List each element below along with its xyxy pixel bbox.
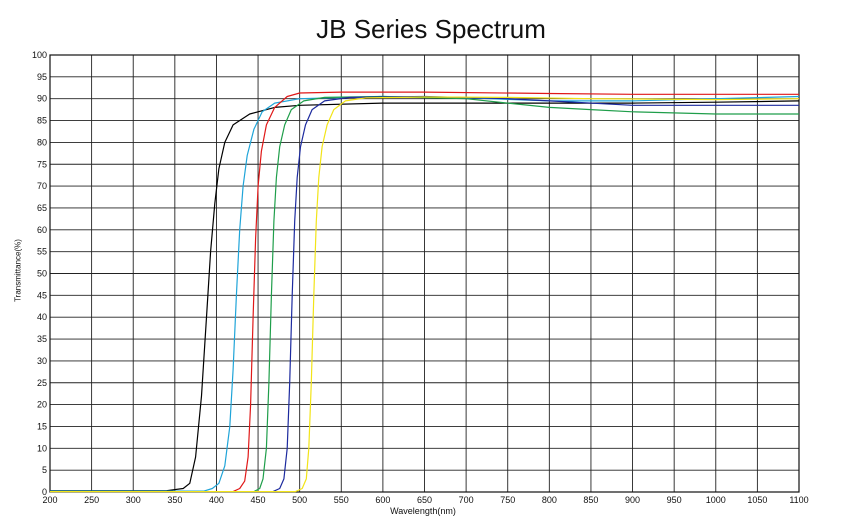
y-tick-label-8: 40	[37, 312, 47, 322]
x-tick-label-1: 250	[84, 495, 99, 505]
series-line-4	[50, 95, 799, 493]
chart-title: JB Series Spectrum	[316, 14, 546, 44]
y-tick-label-18: 90	[37, 94, 47, 104]
y-tick-label-15: 75	[37, 159, 47, 169]
y-tick-label-19: 95	[37, 72, 47, 82]
x-tick-label-0: 200	[42, 495, 57, 505]
y-tick-label-5: 25	[37, 378, 47, 388]
x-tick-label-5: 450	[251, 495, 266, 505]
y-tick-label-11: 55	[37, 247, 47, 257]
y-tick-label-6: 30	[37, 356, 47, 366]
series-line-0	[50, 100, 800, 492]
y-tick-label-7: 35	[37, 334, 47, 344]
y-tick-label-3: 15	[37, 421, 47, 431]
x-tick-label-8: 600	[375, 495, 390, 505]
x-tick-label-4: 400	[209, 495, 224, 505]
y-tick-label-10: 50	[37, 269, 47, 279]
y-tick-label-9: 45	[37, 290, 47, 300]
x-tick-label-6: 500	[292, 495, 307, 505]
x-tick-label-11: 750	[500, 495, 515, 505]
x-tick-label-13: 850	[583, 495, 598, 505]
plot-frame	[49, 54, 800, 493]
x-tick-label-7: 550	[334, 495, 349, 505]
x-tick-label-3: 350	[167, 495, 182, 505]
y-tick-label-13: 65	[37, 203, 47, 213]
y-tick-label-4: 20	[37, 400, 47, 410]
series-line-5	[50, 96, 800, 493]
y-tick-label-12: 60	[37, 225, 47, 235]
x-axis-label: Wavelength(nm)	[390, 506, 456, 516]
x-tick-label-17: 1050	[747, 495, 767, 505]
series-line-3	[50, 95, 799, 493]
x-tick-label-15: 950	[667, 495, 682, 505]
series-line-2	[50, 91, 799, 493]
x-tick-label-10: 700	[459, 495, 474, 505]
y-tick-label-2: 10	[37, 443, 47, 453]
y-tick-label-20: 100	[32, 50, 47, 60]
x-tick-label-18: 1100	[789, 495, 808, 505]
y-tick-label-16: 80	[37, 137, 47, 147]
x-tick-label-9: 650	[417, 495, 432, 505]
y-tick-label-0: 0	[42, 487, 47, 497]
x-tick-label-12: 800	[542, 495, 557, 505]
y-tick-label-1: 5	[42, 465, 47, 475]
y-tick-label-17: 85	[37, 116, 47, 126]
x-tick-label-14: 900	[625, 495, 640, 505]
y-tick-label-14: 70	[37, 181, 47, 191]
x-tick-label-16: 1000	[706, 495, 726, 505]
x-tick-label-2: 300	[126, 495, 141, 505]
